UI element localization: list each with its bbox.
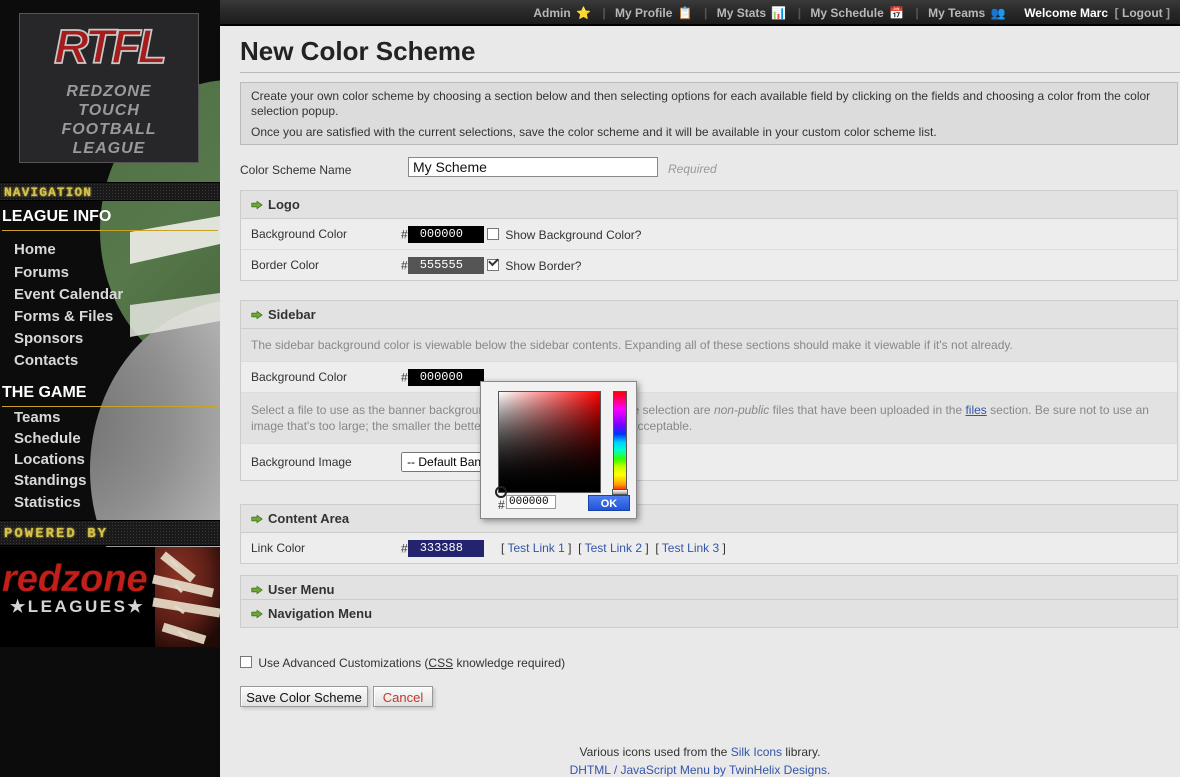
svg-text:★LEAGUES★: ★LEAGUES★ (10, 597, 145, 616)
svg-text:redzone: redzone (2, 558, 148, 600)
